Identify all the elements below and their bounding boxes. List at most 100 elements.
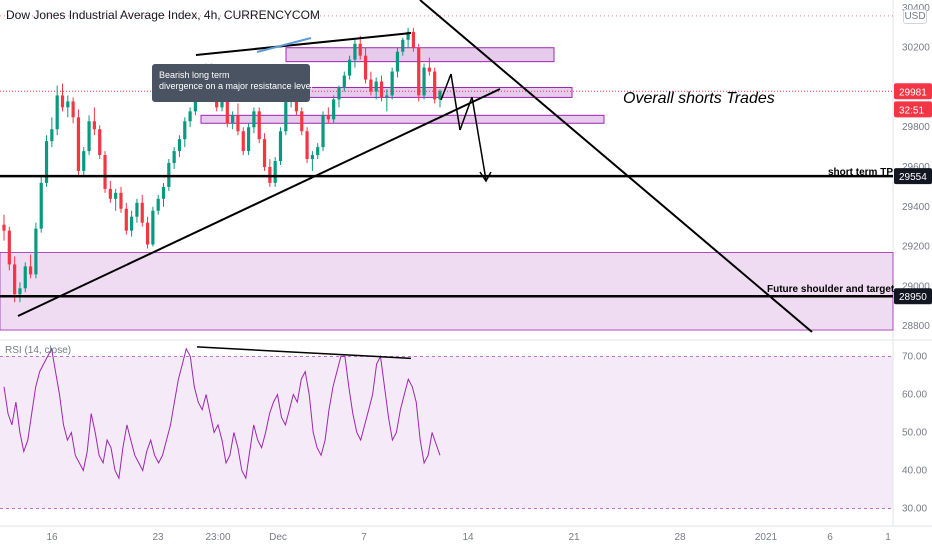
candle-body-72 <box>385 95 389 98</box>
candle-body-48 <box>257 111 261 140</box>
candle-body-79 <box>422 67 426 96</box>
candle-body-4 <box>23 266 27 289</box>
divergence-note: Bearish long term divergence on a major … <box>152 64 313 102</box>
price-tag-1: 32:51 <box>899 105 924 116</box>
candle-body-74 <box>395 51 400 72</box>
candle-body-46 <box>246 127 251 152</box>
time-tick-0: 16 <box>46 532 58 543</box>
time-tick-1: 23 <box>152 532 164 543</box>
candle-body-58 <box>310 155 314 160</box>
time-tick-9: 6 <box>827 532 833 543</box>
time-tick-8: 2021 <box>755 532 778 543</box>
candle-body-10 <box>55 95 59 130</box>
candle-body-56 <box>300 111 304 132</box>
candle-body-49 <box>262 139 267 168</box>
short-term-tp-label: short term TP <box>828 167 893 178</box>
future-shoulder-label: Future shoulder and target <box>767 284 895 295</box>
candle-body-82 <box>438 91 442 100</box>
currency-badge[interactable]: USD <box>903 9 927 24</box>
candle-body-80 <box>427 67 431 72</box>
candle-body-8 <box>44 141 49 183</box>
candle-body-75 <box>401 39 405 52</box>
candle-body-26 <box>140 202 144 223</box>
candle-body-62 <box>332 99 336 120</box>
candle-body-60 <box>321 115 325 148</box>
price-tag-3: 28950 <box>899 292 927 303</box>
candle-body-68 <box>363 55 368 80</box>
candle-body-33 <box>177 139 182 152</box>
rsi-line <box>3 347 441 480</box>
price-tick-1: 29000 <box>902 281 930 292</box>
price-tag-0: 29981 <box>899 87 927 98</box>
candle-body-29 <box>156 198 160 211</box>
candle-body-65 <box>348 59 352 76</box>
price-tag-bg-1 <box>894 101 932 118</box>
candle-body-14 <box>76 117 81 171</box>
candle-body-32 <box>172 151 176 164</box>
candle-body-44 <box>236 115 240 132</box>
candle-body-16 <box>87 121 91 152</box>
descending-trendline <box>419 0 813 333</box>
candle-body-76 <box>406 31 410 40</box>
divergence-note-line-2: divergence on a major resistance level <box>159 81 313 91</box>
candle-body-52 <box>278 131 283 162</box>
ascending-trendline <box>17 88 501 317</box>
time-tick-2: 23:00 <box>205 532 230 543</box>
candle-body-28 <box>151 210 155 245</box>
divergence-note-line-1: Bearish long term <box>159 70 230 80</box>
time-tick-7: 28 <box>674 532 686 543</box>
time-tick-6: 21 <box>568 532 580 543</box>
candle-body-42 <box>225 93 229 124</box>
candle-body-25 <box>135 202 139 217</box>
price-tick-2: 29200 <box>902 242 930 253</box>
price-tick-0: 28800 <box>902 321 930 332</box>
candle-body-63 <box>337 87 341 100</box>
candle-body-77 <box>411 31 416 48</box>
candle-body-70 <box>374 81 378 92</box>
candle-body-59 <box>316 147 320 156</box>
price-tick-7: 30200 <box>902 43 930 54</box>
candle-body-9 <box>50 129 54 142</box>
price-tick-4: 29600 <box>902 162 930 173</box>
projection-arrowhead <box>479 171 492 183</box>
rsi-indicator-label[interactable]: RSI (14, close) <box>5 345 72 356</box>
projection-arrow-2 <box>459 96 473 131</box>
candle-body-1 <box>7 230 11 265</box>
candle-body-34 <box>183 121 187 140</box>
rsi-band-fill <box>0 356 893 509</box>
candle-body-43 <box>231 115 235 124</box>
projection-arrow-1 <box>450 73 461 131</box>
candle-body-17 <box>92 121 96 130</box>
candle-body-66 <box>353 43 357 60</box>
price-tag-bg-3 <box>894 288 932 305</box>
price-tick-5: 29800 <box>902 122 930 133</box>
price-tag-bg-2 <box>894 168 932 185</box>
rsi-tick-2: 50.00 <box>902 428 927 439</box>
symbol-title: Dow Jones Industrial Average Index, 4h, … <box>6 8 320 22</box>
candle-body-20 <box>108 188 112 199</box>
candle-body-71 <box>379 81 384 98</box>
candle-body-35 <box>188 111 192 122</box>
candle-body-18 <box>98 129 102 156</box>
candle-body-67 <box>358 43 362 56</box>
price-tick-3: 29400 <box>902 202 930 213</box>
resistance-zone-0 <box>0 252 894 331</box>
candle-body-23 <box>124 208 128 231</box>
time-tick-3: Dec <box>269 532 287 543</box>
rsi-tick-1: 40.00 <box>902 466 927 477</box>
overall-shorts-label: Overall shorts Trades <box>623 90 775 107</box>
candle-body-13 <box>71 101 75 118</box>
tooltip-pointer-line <box>256 37 312 53</box>
candle-body-5 <box>28 266 33 275</box>
candle-body-45 <box>241 131 245 152</box>
projection-arrow-0 <box>440 73 452 101</box>
candle-body-78 <box>417 47 421 96</box>
candle-body-57 <box>305 131 309 160</box>
time-tick-10: 1 <box>885 532 891 543</box>
resistance-zone-3 <box>200 114 605 124</box>
candle-body-51 <box>273 161 277 183</box>
rsi-tick-4: 70.00 <box>902 351 927 362</box>
price-tick-8: 30400 <box>902 3 930 14</box>
rsi-divergence-line <box>196 346 412 360</box>
